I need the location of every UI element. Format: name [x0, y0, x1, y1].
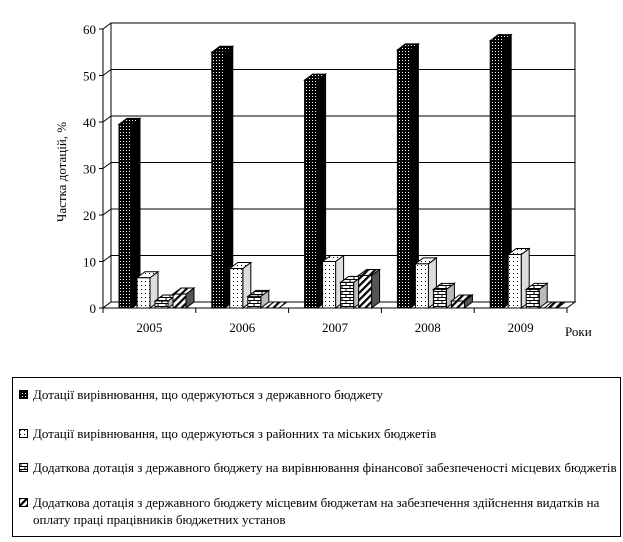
- bar-front: [396, 49, 411, 309]
- x-tick-label: 2008: [415, 320, 441, 335]
- legend: Дотації вирівнювання, що одержуються з д…: [12, 377, 621, 537]
- bar-front: [172, 293, 187, 309]
- bar-front: [489, 40, 504, 309]
- bar-front: [154, 300, 169, 309]
- legend-swatch-dense-dots: [19, 390, 28, 399]
- bar: [246, 289, 271, 309]
- bar: [171, 287, 196, 309]
- gridline-side: [102, 162, 112, 169]
- gridline-side: [102, 69, 112, 76]
- legend-swatch-sparse-dots: [19, 429, 28, 438]
- gridline-side: [102, 255, 112, 262]
- y-tick-label: 10: [83, 255, 96, 270]
- bar-front: [414, 263, 429, 309]
- legend-item-1: Дотації вирівнювання, що одержуються з д…: [19, 386, 621, 403]
- bar-front: [450, 300, 465, 309]
- y-tick-label: 50: [83, 69, 96, 84]
- legend-label: Дотації вирівнювання, що одержуються з д…: [33, 387, 384, 402]
- bar-front: [358, 274, 373, 309]
- bar: [488, 33, 513, 309]
- gridline-side: [102, 115, 112, 123]
- bar-chart: 0 10 20 30 40 50 60 2005 2006 2007 2008 2009 Частка…: [54, 22, 592, 339]
- bar-front: [322, 261, 337, 309]
- bar: [395, 42, 420, 309]
- bar: [357, 268, 382, 309]
- bar-front: [507, 254, 522, 309]
- y-tick-label: 30: [83, 162, 96, 177]
- legend-label: Додаткова дотація з державного бюджету м…: [33, 495, 600, 527]
- y-tick-label: 60: [83, 22, 96, 37]
- legend-item-2: Дотації вирівнювання, що одержуються з р…: [19, 425, 621, 442]
- bar: [303, 73, 328, 309]
- bar-side: [371, 268, 381, 309]
- legend-item-3: Додаткова дотація з державного бюджету н…: [19, 459, 621, 476]
- bar: [542, 301, 567, 309]
- bars: [117, 33, 567, 309]
- bar-front: [118, 123, 133, 309]
- y-axis-label: Частка дотацій, %: [54, 122, 69, 222]
- x-tick-label: 2009: [508, 320, 534, 335]
- bar-front: [211, 51, 226, 309]
- legend-item-4: Додаткова дотація з державного бюджету м…: [19, 494, 621, 528]
- bar-front: [229, 267, 244, 309]
- x-tick-label: 2005: [136, 320, 162, 335]
- y-tick-label: 0: [90, 301, 97, 316]
- bar-top: [542, 301, 567, 309]
- bar: [117, 117, 142, 309]
- bar-front: [304, 79, 319, 309]
- axis-labels: Частка дотацій, % Роки: [54, 122, 592, 339]
- bar: [506, 247, 531, 309]
- y-tick-label: 20: [83, 208, 96, 223]
- bar-front: [432, 288, 447, 309]
- gridline-side: [102, 22, 112, 30]
- bar-front: [340, 281, 355, 309]
- bar-front: [247, 295, 262, 309]
- bar: [413, 256, 438, 309]
- gridline-side: [102, 208, 112, 216]
- legend-label: Додаткова дотація з державного бюджету н…: [33, 460, 617, 475]
- bar: [321, 254, 346, 309]
- legend-swatch-bricks: [19, 463, 28, 472]
- bar: [431, 282, 456, 309]
- bar-top: [264, 301, 289, 309]
- bar-front: [136, 277, 151, 309]
- x-tick-label: 2006: [229, 320, 256, 335]
- bar: [524, 282, 549, 309]
- bar: [264, 301, 289, 309]
- axes: 0 10 20 30 40 50 60 2005 2006 2007 2008 2009: [83, 22, 568, 335]
- legend-label: Дотації вирівнювання, що одержуються з р…: [33, 426, 437, 441]
- bar: [449, 294, 474, 309]
- x-tick-label: 2007: [322, 320, 349, 335]
- x-axis-label: Роки: [565, 324, 592, 339]
- legend-swatch-diagonal: [19, 498, 28, 507]
- bar-front: [525, 288, 540, 309]
- y-tick-label: 40: [83, 115, 96, 130]
